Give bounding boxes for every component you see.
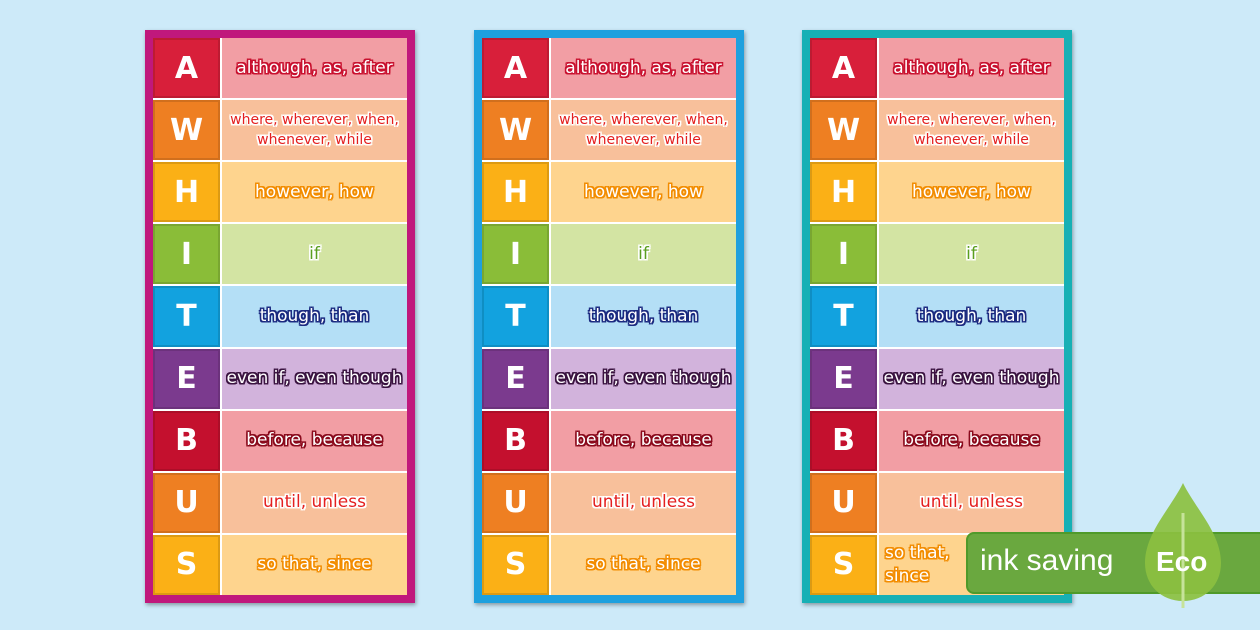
eco-label: Eco (1156, 546, 1208, 577)
letter-cell: U (810, 472, 877, 533)
conjunction-cell: until, unless (879, 472, 1064, 533)
conjunction-cell: though, than (879, 286, 1064, 347)
conjunction-cell: although, as, after (879, 38, 1064, 99)
conjunction-cell: however, how (222, 162, 407, 223)
letter-cell: E (482, 348, 549, 409)
letter-cell: U (153, 472, 220, 533)
letter-cell: I (153, 224, 220, 285)
letter-cell: B (153, 410, 220, 471)
conjunction-cell: so that, since (551, 534, 736, 595)
conjunction-cell: though, than (222, 286, 407, 347)
conjunction-cell: so that, since (222, 534, 407, 595)
letter-cell: E (810, 348, 877, 409)
letter-cell: A (482, 38, 549, 99)
letter-cell: U (482, 472, 549, 533)
letter-cell: A (810, 38, 877, 99)
letter-cell: S (153, 534, 220, 595)
conjunction-cell: where, wherever, when, whenever, while (879, 100, 1064, 161)
conjunction-cell: although, as, after (551, 38, 736, 99)
conjunction-cell: even if, even though (551, 348, 736, 409)
letter-cell: I (482, 224, 549, 285)
conjunction-cell: until, unless (222, 472, 407, 533)
letter-cell: H (482, 162, 549, 223)
letter-cell: A (153, 38, 220, 99)
letter-cell: T (810, 286, 877, 347)
letter-cell: T (482, 286, 549, 347)
conjunction-cell: although, as, after (222, 38, 407, 99)
letter-cell: W (153, 100, 220, 161)
conjunction-cell: before, because (551, 410, 736, 471)
conjunction-cell: before, because (879, 410, 1064, 471)
letter-cell: S (810, 534, 877, 595)
conjunction-cell: however, how (551, 162, 736, 223)
conjunction-cell: even if, even though (879, 348, 1064, 409)
conjunction-cell: until, unless (551, 472, 736, 533)
conjunction-cell: however, how (879, 162, 1064, 223)
ink-saving-label: ink saving (980, 544, 1114, 577)
conjunction-cell: if (222, 224, 407, 285)
letter-cell: H (153, 162, 220, 223)
letter-cell: S (482, 534, 549, 595)
leaf-icon (1145, 483, 1221, 608)
letter-cell: W (810, 100, 877, 161)
conjunction-cell: before, because (222, 410, 407, 471)
conjunction-cell: if (879, 224, 1064, 285)
letter-cell: H (810, 162, 877, 223)
letter-cell: B (482, 410, 549, 471)
conjunction-cell: though, than (551, 286, 736, 347)
letter-cell: I (810, 224, 877, 285)
conjunction-cell: where, wherever, when, whenever, while (551, 100, 736, 161)
letter-cell: W (482, 100, 549, 161)
conjunction-cell: where, wherever, when, whenever, while (222, 100, 407, 161)
letter-cell: B (810, 410, 877, 471)
conjunction-cell: even if, even though (222, 348, 407, 409)
letter-cell: T (153, 286, 220, 347)
letter-cell: E (153, 348, 220, 409)
conjunction-cell: if (551, 224, 736, 285)
